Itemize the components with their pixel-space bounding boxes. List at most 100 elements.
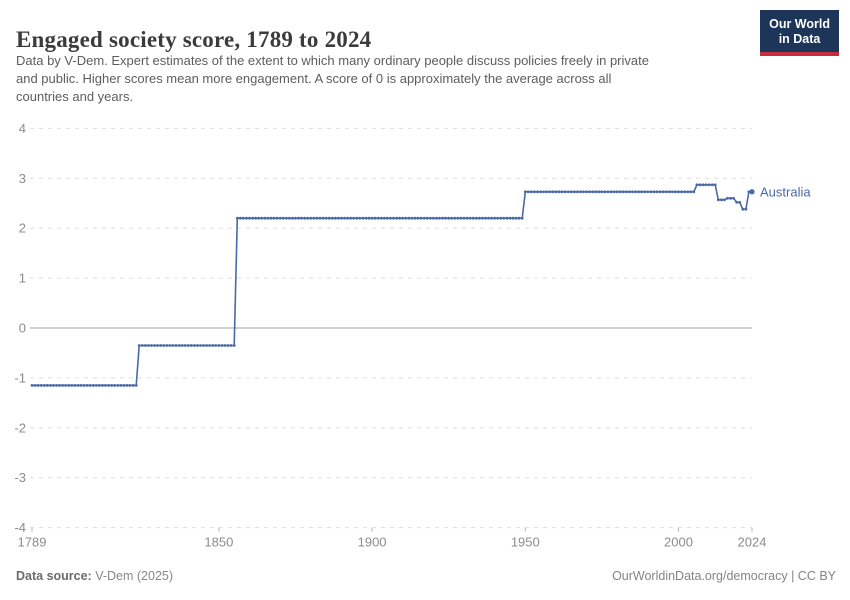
series-line[interactable] [32,184,752,387]
year-marker [324,216,328,220]
year-marker [481,216,484,220]
year-marker [744,207,748,211]
year-marker [119,384,123,387]
year-marker [45,384,49,387]
year-marker [609,190,613,194]
year-marker [101,384,104,387]
year-marker [554,190,558,194]
year-marker [677,190,680,194]
year-marker [370,216,374,220]
year-marker [621,190,625,194]
year-marker [91,384,95,387]
year-marker [716,198,720,202]
year-marker [386,216,389,220]
year-marker [315,216,319,220]
year-marker [52,384,55,387]
year-marker [284,216,288,220]
chart-figure: 4 3 2 1 0 -1 -2 -3 -4 1789 1850 1900 1950 2000 2024 Aus… [0,113,850,558]
year-marker [530,190,533,194]
data-source-value: V-Dem (2025) [91,569,174,583]
year-marker [692,190,696,194]
y-axis-tick-label: -1 [14,370,26,385]
year-marker [579,190,582,194]
year-marker [729,196,732,200]
year-marker [294,216,297,220]
year-marker [652,190,656,194]
year-marker [499,216,503,220]
year-marker [407,216,411,220]
owid-logo[interactable]: Our World in Data [760,10,839,56]
year-marker [428,216,432,220]
year-marker [177,344,181,347]
year-marker [634,190,637,194]
year-marker [211,344,215,347]
data-source-label: Data source: [16,569,92,583]
year-marker [42,384,46,387]
subtitle-line: and public. Higher scores mean more enga… [16,71,612,86]
year-marker [364,216,368,220]
year-marker [144,344,147,347]
year-marker [260,216,264,220]
year-marker [526,190,530,194]
y-axis-tick-label: 4 [19,121,26,136]
year-marker [398,216,402,220]
year-marker [36,384,40,387]
year-marker [327,216,331,220]
y-axis-tick-label: 0 [19,321,26,336]
year-marker [680,190,683,194]
year-marker [337,216,340,220]
year-marker [701,183,705,187]
year-marker [33,384,37,387]
year-marker [147,344,150,347]
year-marker [735,200,739,204]
year-marker [94,384,98,387]
year-marker [600,190,604,194]
year-marker [585,190,588,194]
year-marker [333,216,337,220]
year-marker [180,344,184,347]
x-axis-tick-label: 1789 [18,535,47,550]
year-marker [474,216,478,220]
year-marker [646,190,650,194]
series-label[interactable]: Australia [760,184,811,199]
year-marker [514,216,518,220]
year-marker [438,216,441,220]
year-marker [379,216,383,220]
year-marker [505,216,509,220]
year-marker [110,384,114,387]
year-marker [631,190,634,194]
year-marker [615,190,619,194]
year-marker [156,344,160,347]
year-marker [186,344,190,347]
year-marker [582,190,585,194]
year-marker [220,344,224,347]
year-marker [232,344,236,347]
owid-logo-text-line2: in Data [778,32,821,46]
year-marker [382,216,386,220]
subtitle-line: Data by V-Dem. Expert estimates of the e… [16,53,649,68]
year-marker [612,190,616,194]
year-marker [226,344,230,347]
year-marker [235,216,239,220]
year-marker [698,183,702,187]
year-marker [208,344,212,347]
year-marker [444,216,447,220]
year-marker [465,216,469,220]
x-axis-tick-label: 1900 [358,535,387,550]
year-marker [168,344,172,347]
y-axis-tick-label: 3 [19,171,26,186]
y-axis-tick-label: -3 [14,470,26,485]
year-marker [125,384,129,387]
year-marker [343,216,346,220]
year-marker [410,216,414,220]
year-marker [76,384,80,387]
year-marker [358,216,362,220]
year-marker [248,216,251,220]
year-marker [404,216,408,220]
year-marker [162,344,166,347]
year-marker [104,384,107,387]
attribution-link[interactable]: OurWorldinData.org/democracy | CC BY [612,569,836,583]
year-marker [713,183,717,187]
